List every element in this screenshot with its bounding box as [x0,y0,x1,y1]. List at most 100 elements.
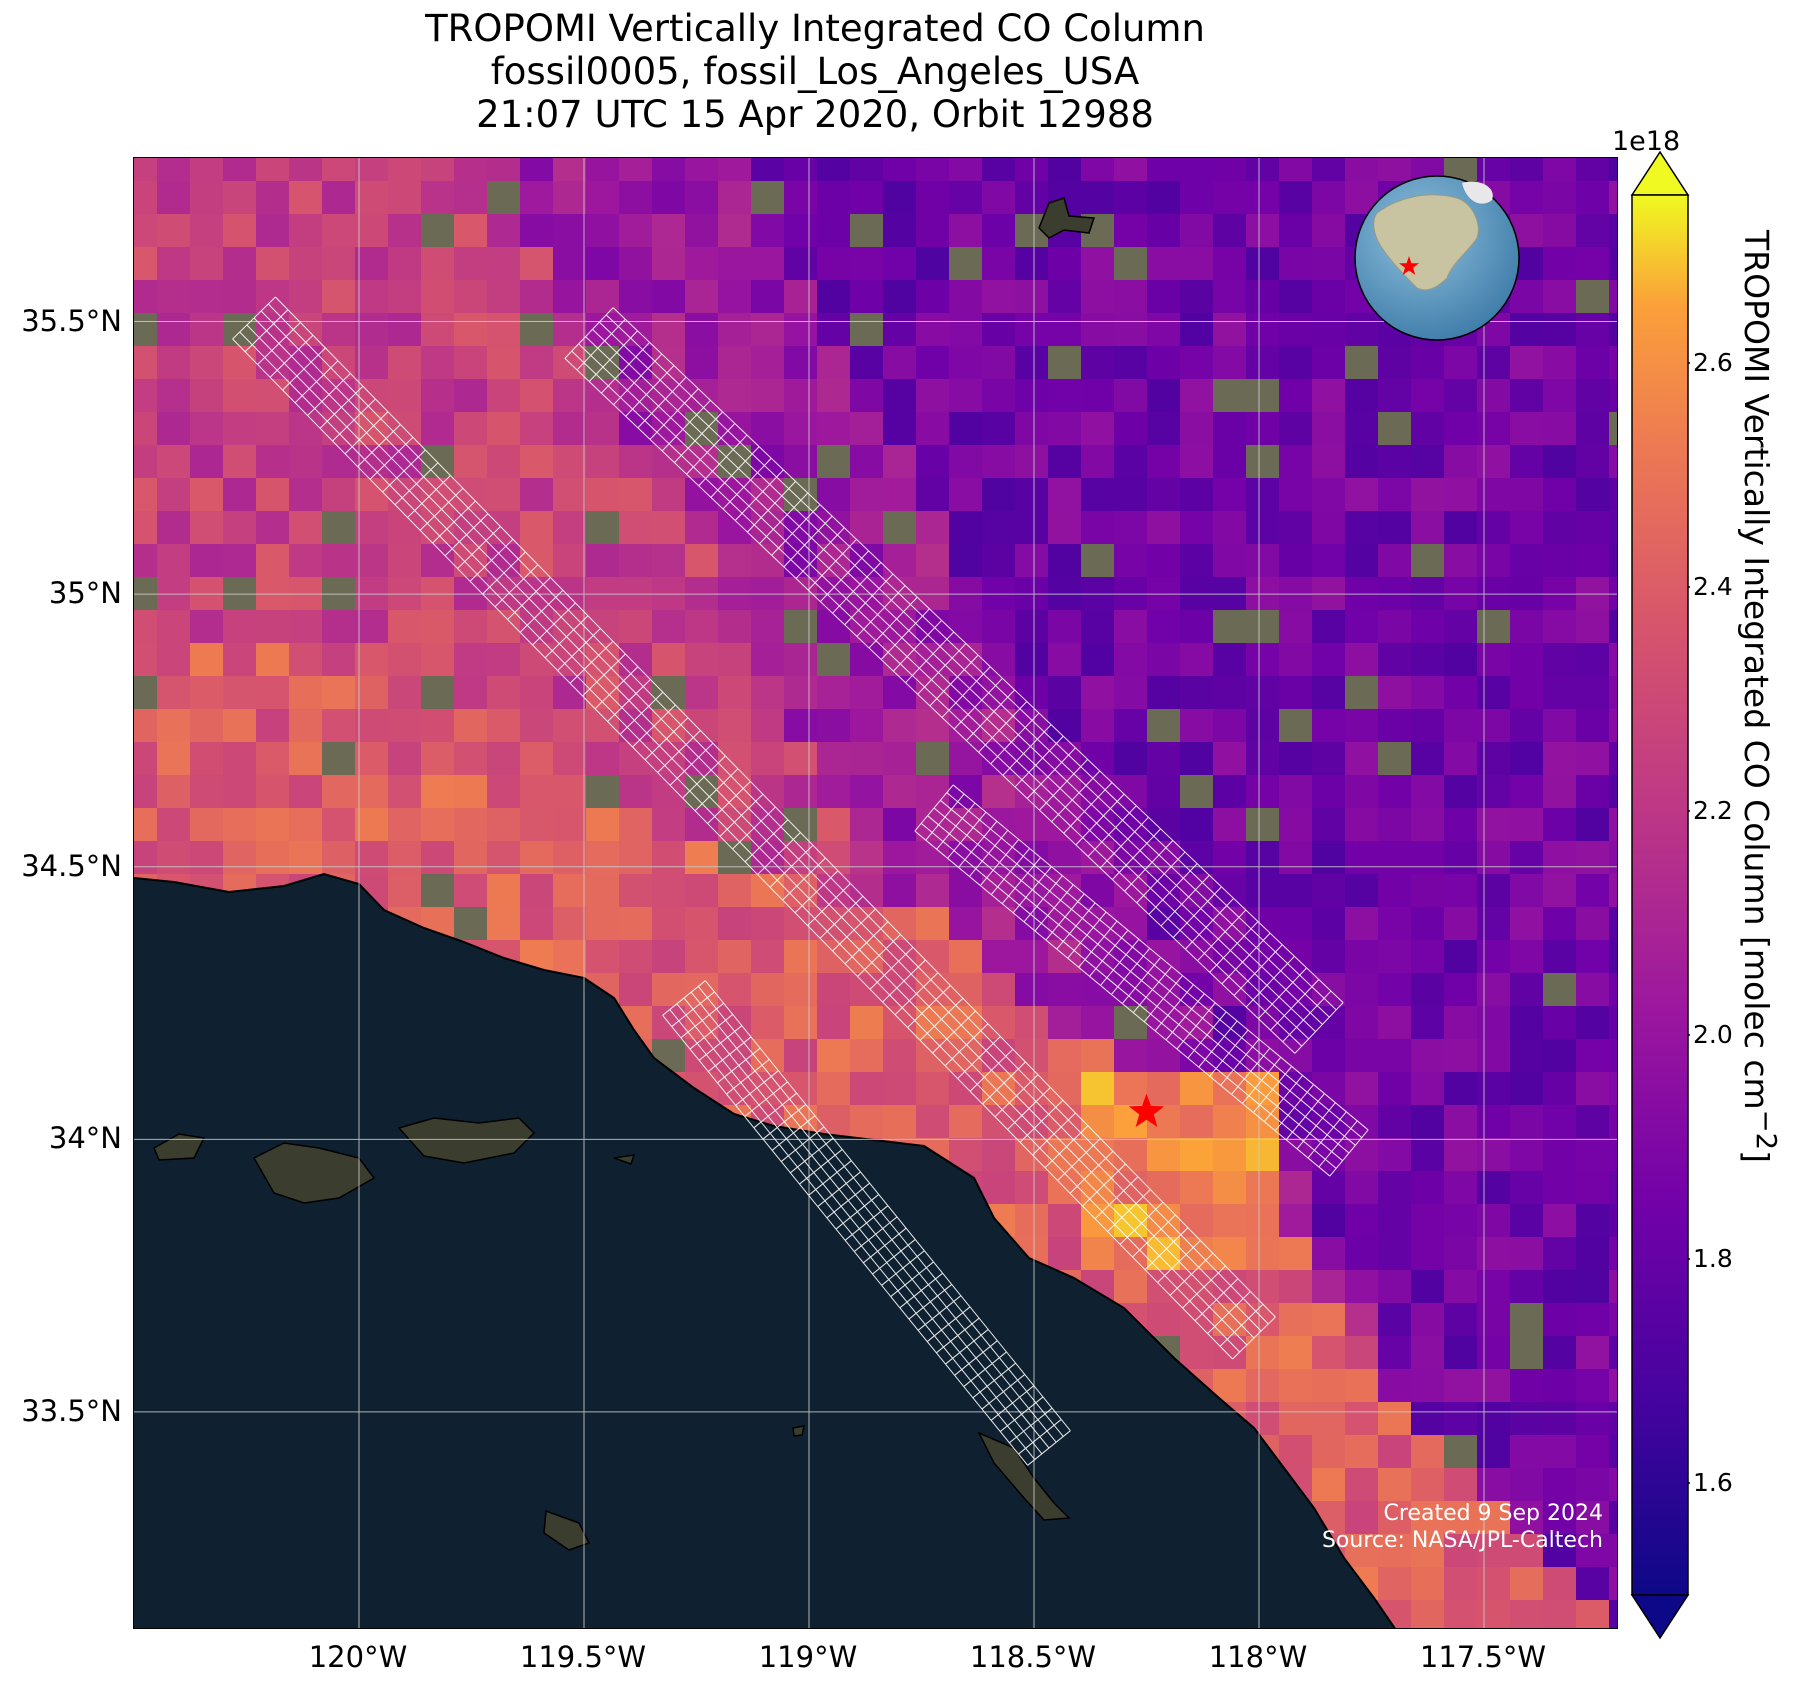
co-pixel [322,280,356,314]
co-pixel [751,181,785,215]
co-pixel [883,808,917,842]
co-pixel [1477,544,1511,578]
co-pixel [1246,412,1280,446]
co-pixel [454,841,488,875]
co-pixel [1543,181,1577,215]
lat-tick-label: 33.5°N [21,1393,122,1428]
swath-line [1002,724,1052,776]
co-pixel [784,445,818,479]
co-pixel [520,346,554,380]
co-pixel [1510,841,1544,875]
co-pixel [718,544,752,578]
co-pixel [1180,1072,1214,1106]
map-panel[interactable] [133,157,1618,1629]
co-pixel [1279,742,1313,776]
co-pixel [916,346,950,380]
co-pixel [1444,841,1478,875]
co-pixel [1114,544,1148,578]
co-pixel [850,874,884,908]
co-pixel [751,1039,785,1073]
co-pixel [1576,445,1610,479]
co-pixel [1081,181,1115,215]
co-pixel [1444,1171,1478,1205]
co-pixel [784,1039,818,1073]
co-pixel [256,313,290,347]
co-pixel [1576,709,1610,743]
co-pixel [1345,1072,1379,1106]
co-pixel [553,610,587,644]
co-pixel [1246,1237,1280,1271]
co-pixel [751,907,785,941]
swath-line [1270,979,1320,1031]
co-pixel [619,478,653,512]
co-pixel [1081,643,1115,677]
co-pixel [685,280,719,314]
co-pixel [1609,181,1617,215]
co-pixel [223,478,257,512]
swath-line [1233,944,1283,996]
co-pixel [1312,742,1346,776]
swath-line [601,342,650,394]
swath-line [844,573,894,626]
co-pixel [553,379,587,413]
co-pixel [487,158,521,182]
co-pixel [1213,158,1247,182]
co-pixel [1147,1039,1181,1073]
swath-line [690,991,1057,1443]
co-pixel [134,412,158,446]
co-pixel [322,742,356,776]
co-pixel [1246,1171,1280,1205]
ocean-region [134,874,1395,1628]
co-pixel [982,158,1016,182]
co-pixel [850,1105,884,1139]
co-pixel [916,742,950,776]
co-pixel [1444,1237,1478,1271]
co-pixel [421,544,455,578]
co-pixel [1312,1303,1346,1337]
co-pixel [1147,412,1181,446]
co-pixel [1213,1138,1247,1172]
co-pixel [388,247,422,281]
swath-line [592,329,1323,1025]
co-pixel [1147,1072,1181,1106]
co-pixel [1510,1567,1544,1601]
co-pixel [1246,1270,1280,1304]
swath-line [1087,805,1137,857]
co-pixel [421,643,455,677]
co-pixel [1510,1270,1544,1304]
co-pixel [1180,940,1214,974]
co-pixel [718,973,752,1007]
co-pixel [1114,181,1148,215]
co-pixel [1609,158,1617,182]
co-pixel [652,247,686,281]
co-pixel [421,379,455,413]
co-pixel [1576,940,1610,974]
co-pixel [883,775,917,809]
co-pixel [1543,1402,1577,1436]
co-pixel [916,158,950,182]
co-pixel [1609,1039,1617,1073]
co-pixel [421,874,455,908]
co-pixel [1444,1072,1478,1106]
swath-line [990,712,1040,765]
co-pixel [1411,1369,1445,1403]
co-pixel [1609,511,1617,545]
co-pixel [520,907,554,941]
co-pixel [883,181,917,215]
co-pixel [190,544,224,578]
co-pixel [619,158,653,182]
co-pixel [850,247,884,281]
co-pixel [1576,214,1610,248]
co-pixel [916,1072,950,1106]
swath-line [783,515,833,568]
co-pixel [289,511,323,545]
co-pixel [817,247,851,281]
co-pixel [1312,511,1346,545]
co-pixel [1411,1039,1445,1073]
co-pixel [190,445,224,479]
swath-line [966,689,1015,741]
co-pixel [1411,1138,1445,1172]
co-pixel [1345,610,1379,644]
swath-line [1014,735,1064,788]
co-pixel [652,214,686,248]
